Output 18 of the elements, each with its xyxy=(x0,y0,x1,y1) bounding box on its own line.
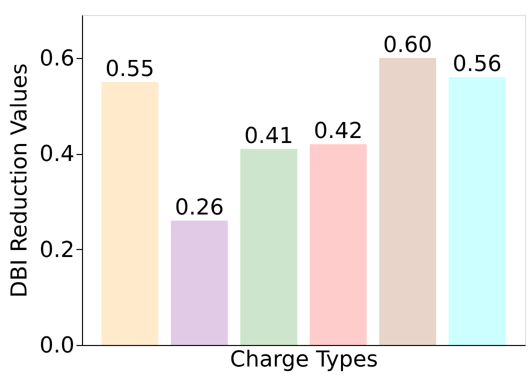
y-tick-label: 0.0 xyxy=(40,334,74,358)
y-axis-title: DBI Reduction Values xyxy=(8,63,33,298)
data-label: 0.56 xyxy=(452,52,502,78)
x-axis-title: Charge Types xyxy=(230,348,378,372)
data-label: 0.60 xyxy=(383,33,432,58)
data-label: 0.55 xyxy=(105,56,154,82)
bar xyxy=(170,220,228,345)
bar xyxy=(379,58,436,345)
bar xyxy=(240,148,298,345)
data-label: 0.41 xyxy=(244,124,294,149)
y-tick-label: 0.4 xyxy=(40,142,74,168)
data-label: 0.26 xyxy=(174,196,224,221)
data-label: 0.42 xyxy=(314,119,363,144)
y-tick-label: 0.2 xyxy=(40,238,74,263)
bar xyxy=(448,77,506,345)
bar xyxy=(310,144,367,345)
y-tick-label: 0.6 xyxy=(40,46,74,72)
bar xyxy=(101,82,158,345)
